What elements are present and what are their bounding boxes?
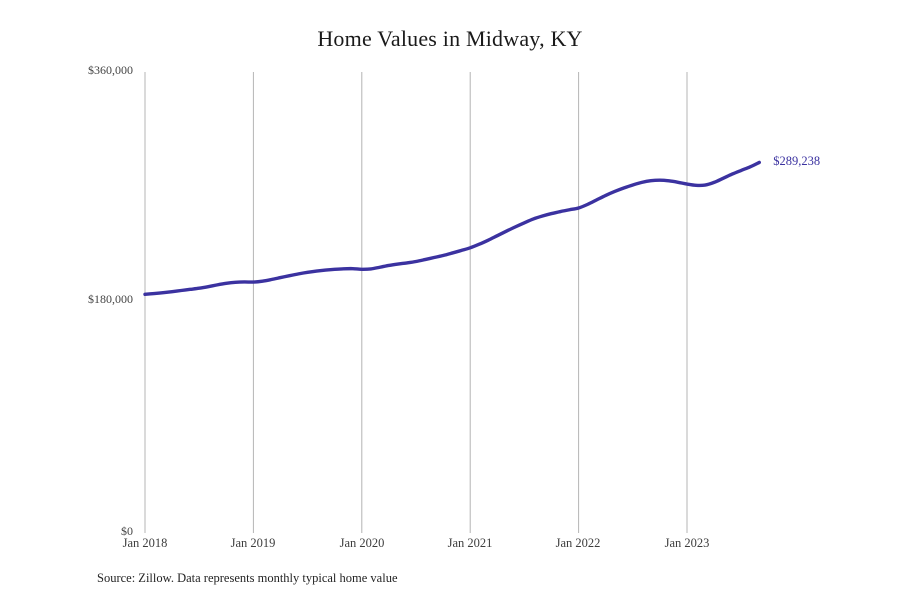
x-tick-label-jan-2022: Jan 2022 — [555, 536, 601, 550]
y-tick-label-2: $0 — [121, 524, 133, 538]
y-tick-label-0: $360,000 — [88, 63, 133, 77]
y-tick-label-1: $180,000 — [88, 292, 133, 306]
endpoint-value-label: $289,238 — [773, 154, 821, 169]
x-tick-label-jan-2021: Jan 2021 — [447, 536, 493, 550]
x-tick-label-jan-2020: Jan 2020 — [339, 536, 385, 550]
chart-title: Home Values in Midway, KY — [317, 26, 583, 51]
x-tick-label-jan-2018: Jan 2018 — [122, 536, 168, 550]
source-note: Source: Zillow. Data represents monthly … — [97, 571, 398, 585]
gridlines — [144, 72, 688, 533]
x-tick-label-jan-2023: Jan 2023 — [664, 536, 710, 550]
series-line-typical-home-value — [143, 160, 761, 297]
x-tick-label-jan-2019: Jan 2019 — [230, 536, 276, 550]
